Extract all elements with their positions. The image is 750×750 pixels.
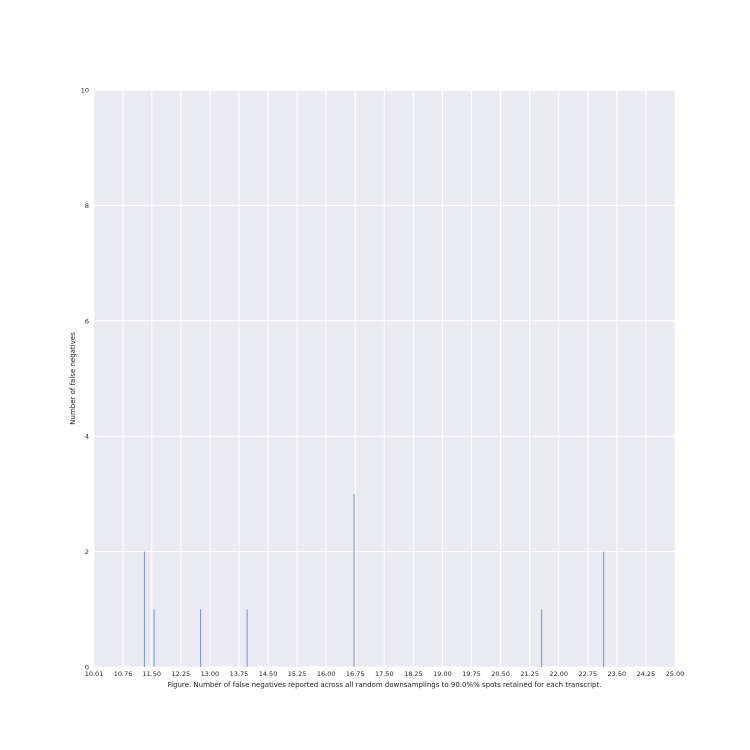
x-tick-label: 25.00 [666,670,685,678]
x-tick-label: 11.50 [142,670,161,678]
x-tick-label: 21.25 [520,670,539,678]
y-tick-label: 0 [85,664,89,672]
y-tick-label: 10 [81,87,89,95]
x-tick-label: 18.25 [404,670,423,678]
x-tick-label: 14.50 [259,670,278,678]
x-tick-label: 10.01 [85,670,104,678]
x-tick-label: 16.75 [346,670,365,678]
x-tick-label: 19.75 [462,670,481,678]
y-tick-label: 4 [85,433,89,441]
x-axis-ticks: 10.01 10.76 11.50 12.25 13.00 13.75 14.50 15.25… [85,670,685,678]
data-series [143,493,605,667]
y-tick-label: 2 [85,548,89,556]
x-tick-label: 15.25 [288,670,307,678]
x-tick-label: 20.50 [491,670,510,678]
x-tick-label: 13.75 [230,670,249,678]
y-axis-ticks: 0 2 4 6 8 10 [81,87,89,672]
x-tick-label: 17.50 [375,670,394,678]
x-tick-label: 22.00 [549,670,568,678]
y-tick-label: 8 [85,202,89,210]
x-tick-label: 24.25 [637,670,656,678]
y-tick-label: 6 [85,317,89,325]
x-tick-label: 16.00 [317,670,336,678]
x-tick-label: 12.25 [172,670,191,678]
x-tick-label: 10.76 [114,670,133,678]
grid [93,89,676,668]
x-axis-label: Figure. Number of false negatives report… [168,681,602,689]
y-axis-label: Number of false negatives [69,332,77,425]
x-tick-label: 22.75 [578,670,597,678]
x-tick-label: 23.50 [608,670,627,678]
x-tick-label: 13.00 [201,670,220,678]
x-tick-label: 19.00 [433,670,452,678]
